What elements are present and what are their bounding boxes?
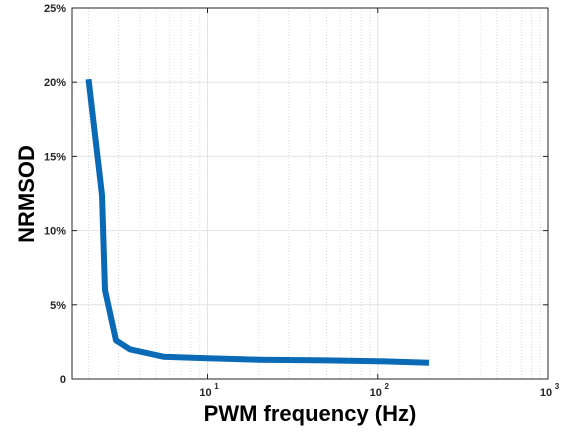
series-line: [85, 78, 430, 366]
y-axis-label: NRMSOD: [14, 145, 39, 243]
y-tick-label: 20%: [44, 77, 66, 89]
x-tick-label: 10: [540, 387, 552, 399]
x-tick-exponent: 2: [385, 382, 390, 391]
grid-lines: [72, 8, 548, 379]
x-tick-exponent: 1: [214, 382, 219, 391]
y-tick-label: 15%: [44, 151, 66, 163]
x-tick-exponent: 3: [555, 382, 560, 391]
x-tick-label: 10: [370, 387, 382, 399]
series-group: [85, 78, 430, 366]
y-tick-label: 10%: [44, 226, 66, 238]
x-axis-label: PWM frequency (Hz): [204, 401, 417, 426]
y-tick-label: 0: [60, 374, 66, 386]
y-tick-label: 25%: [44, 3, 66, 15]
y-tick-label: 5%: [50, 300, 66, 312]
x-tick-label: 10: [199, 387, 211, 399]
axes-box: [71, 7, 549, 380]
